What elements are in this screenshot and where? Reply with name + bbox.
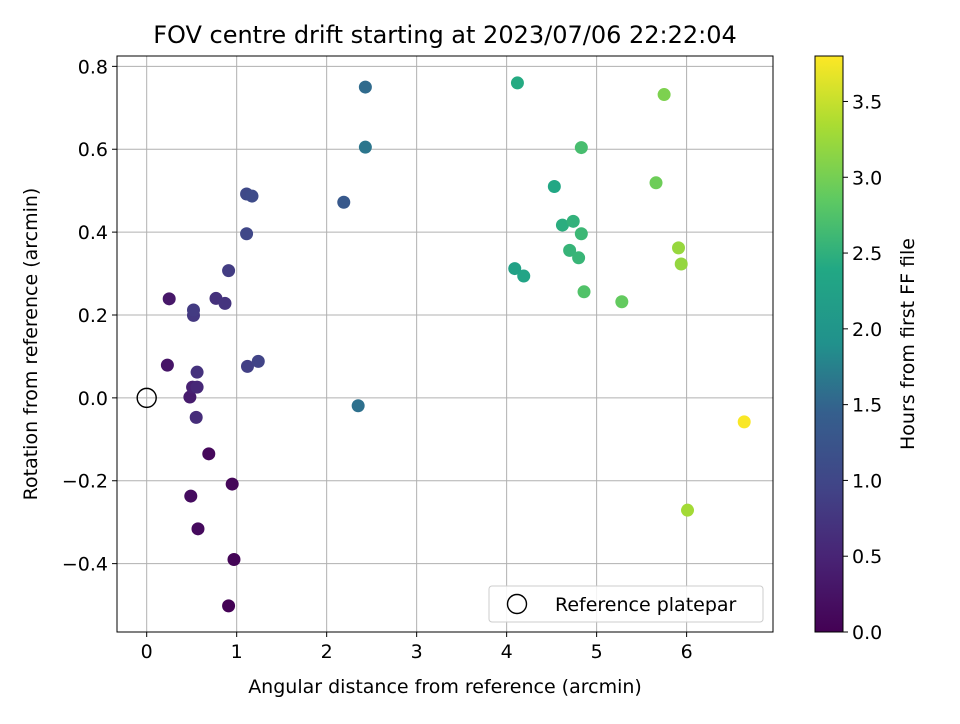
colorbar-label: Hours from first FF file [897, 238, 919, 450]
colorbar-ticks: 0.0 0.5 1.0 1.5 2.0 2.5 3.0 3.5 [843, 91, 882, 644]
scatter-point [615, 295, 629, 309]
y-tick-label: −0.4 [62, 554, 108, 576]
scatter-point [351, 399, 365, 413]
scatter-point [672, 241, 686, 255]
y-tick-label: 0.6 [78, 139, 108, 161]
scatter-point [240, 359, 254, 373]
scatter-point [183, 390, 197, 404]
scatter-point [202, 447, 216, 461]
colorbar-tick-label: 2.5 [852, 243, 882, 265]
scatter-point [657, 88, 671, 102]
y-axis-label: Rotation from reference (arcmin) [20, 188, 42, 501]
scatter-point [566, 214, 580, 228]
scatter-point [186, 303, 200, 317]
y-tick-label: 0.4 [78, 222, 108, 244]
legend: Reference platepar [488, 585, 764, 623]
legend-marker-reference [506, 593, 528, 615]
colorbar-tick-label: 0.5 [852, 546, 882, 568]
scatter-point [681, 503, 695, 517]
y-tick-label: 0.2 [78, 305, 108, 327]
scatter-point [251, 354, 265, 368]
scatter-point [191, 522, 205, 536]
x-tick-label: 6 [681, 641, 693, 663]
x-tick-label: 1 [231, 641, 243, 663]
y-tick-label: 0.0 [78, 388, 108, 410]
legend-label-reference: Reference platepar [555, 594, 737, 616]
scatter-point [574, 141, 588, 155]
scatter-point [190, 380, 204, 394]
scatter-point [189, 410, 203, 424]
colorbar-tick-label: 2.0 [852, 319, 882, 341]
scatter-points [136, 76, 751, 613]
colorbar: 0.0 0.5 1.0 1.5 2.0 2.5 3.0 3.5 Hours from firs… [814, 55, 919, 644]
colorbar-frame [814, 55, 844, 633]
plot-area [117, 56, 773, 632]
scatter-point [737, 415, 751, 429]
colorbar-tick-label: 1.5 [852, 395, 882, 417]
scatter-point [517, 269, 531, 283]
x-tick-label: 2 [321, 641, 333, 663]
colorbar-gradient [815, 56, 843, 632]
x-tick-label: 0 [141, 641, 153, 663]
grid-lines [117, 56, 773, 632]
scatter-point [510, 76, 524, 90]
x-tick-label: 3 [411, 641, 423, 663]
scatter-point [358, 80, 372, 94]
plot-frame [116, 55, 774, 633]
scatter-point [358, 140, 372, 154]
scatter-point [225, 477, 239, 491]
scatter-point [574, 227, 588, 241]
reference-platepar-marker [136, 387, 157, 409]
scatter-point [572, 251, 586, 265]
colorbar-tick-label: 3.5 [852, 91, 882, 113]
legend-box [488, 585, 764, 623]
scatter-point [577, 285, 591, 299]
scatter-point [222, 599, 236, 613]
x-axis-label: Angular distance from reference (arcmin) [248, 676, 642, 698]
scatter-point [190, 365, 204, 379]
scatter-point [649, 176, 663, 190]
chart-title: FOV centre drift starting at 2023/07/06 … [153, 21, 737, 49]
scatter-point [555, 218, 569, 232]
colorbar-tick-label: 1.0 [852, 470, 882, 492]
scatter-point [227, 552, 241, 566]
scatter-point [337, 195, 351, 209]
scatter-point [222, 264, 236, 278]
scatter-point [162, 292, 176, 306]
y-tick-label: −0.2 [62, 471, 108, 493]
scatter-point [160, 358, 174, 372]
y-axis-ticks: −0.4 −0.2 0.0 0.2 0.4 0.6 0.8 [62, 56, 117, 576]
y-tick-label: 0.8 [78, 56, 108, 78]
x-tick-label: 4 [501, 641, 513, 663]
x-axis-ticks: 0 1 2 3 4 5 6 [141, 632, 693, 663]
colorbar-tick-label: 0.0 [852, 622, 882, 644]
scatter-point [563, 243, 577, 257]
colorbar-tick-label: 3.0 [852, 167, 882, 189]
scatter-point [508, 262, 522, 276]
scatter-point [218, 296, 232, 310]
scatter-point [245, 189, 259, 203]
x-tick-label: 5 [591, 641, 603, 663]
scatter-point [240, 227, 254, 241]
scatter-point [547, 180, 561, 194]
scatter-point [674, 257, 688, 271]
scatter-point [184, 489, 198, 503]
